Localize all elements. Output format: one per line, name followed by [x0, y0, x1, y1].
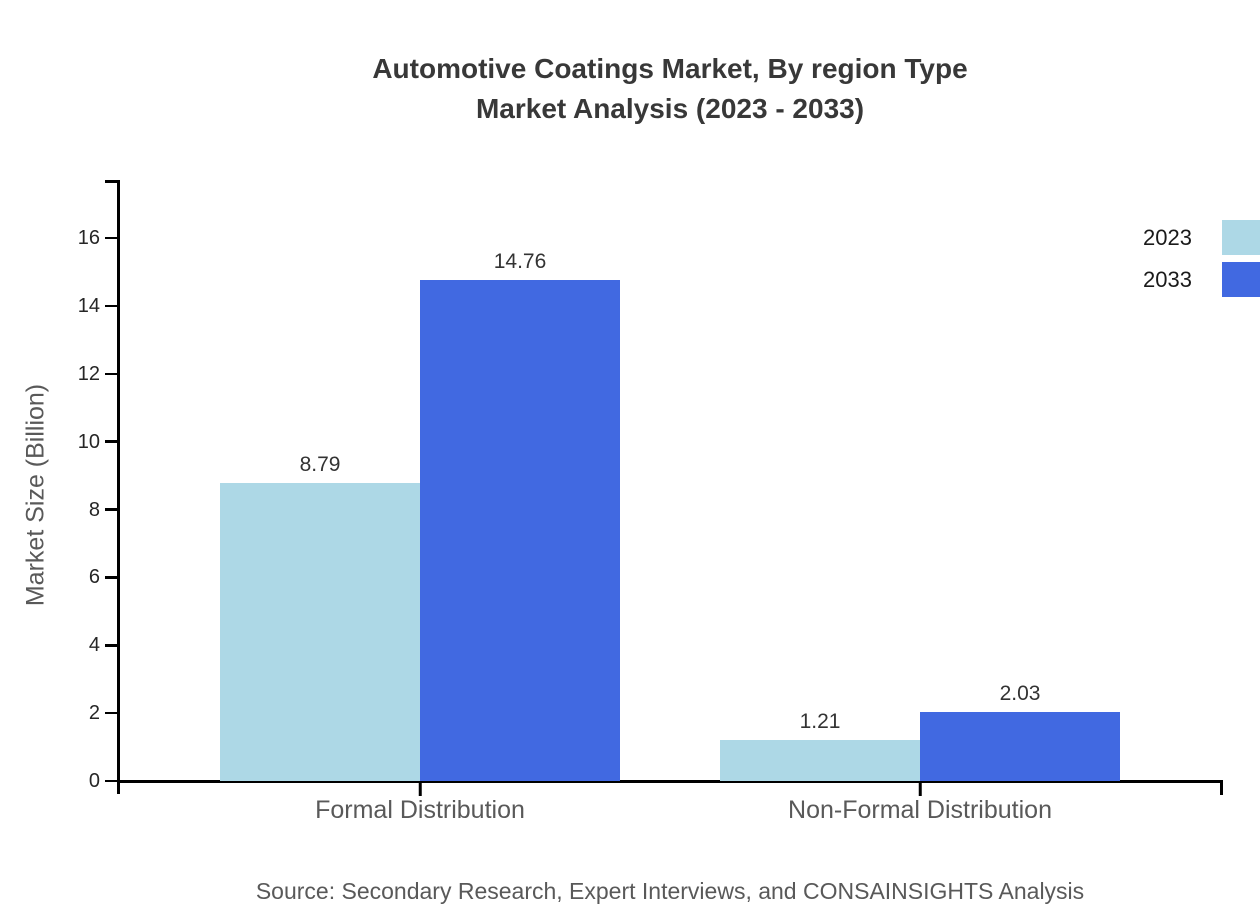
x-tick-line [418, 781, 422, 796]
bar-value-label: 2.03 [999, 682, 1041, 706]
legend-row-2033: 2033 [1143, 262, 1260, 297]
y-tick-line [105, 711, 118, 715]
bar-value-label: 14.76 [493, 250, 547, 274]
y-axis-line [117, 180, 120, 794]
bar-value-label: 8.79 [299, 452, 341, 476]
x-axis-end-cap [1220, 780, 1223, 795]
y-tick-label: 12 [77, 362, 100, 385]
legend-label-2023: 2023 [1143, 224, 1192, 250]
bar-2033-formal-distribution [420, 280, 620, 781]
x-axis-line [117, 780, 1223, 783]
legend-row-2023: 2023 [1143, 220, 1260, 255]
chart-title: Automotive Coatings Market, By region Ty… [118, 49, 1222, 129]
legend: 2023 2033 [1143, 220, 1260, 304]
chart-title-line2: Market Analysis (2023 - 2033) [475, 93, 865, 124]
y-tick-label: 6 [88, 566, 100, 589]
y-tick-label: 10 [77, 430, 100, 453]
y-tick-label: 2 [88, 702, 100, 725]
x-tick-line [918, 781, 922, 796]
legend-swatch-2023 [1222, 220, 1260, 255]
y-tick-label: 4 [88, 634, 100, 657]
y-tick-label: 14 [77, 294, 100, 317]
y-tick-line [105, 779, 118, 783]
legend-label-2033: 2033 [1143, 266, 1192, 292]
y-tick-line [105, 304, 118, 308]
bar-value-label: 1.21 [799, 709, 841, 733]
y-axis-end-cap [105, 180, 118, 183]
source-note: Source: Secondary Research, Expert Inter… [255, 878, 1085, 904]
chart-title-line1: Automotive Coatings Market, By region Ty… [372, 53, 968, 84]
y-tick-line [105, 508, 118, 511]
legend-swatch-2033 [1222, 262, 1260, 297]
y-tick-line [105, 236, 118, 240]
y-tick-line [105, 644, 118, 647]
x-category-label-non-formal-distribution: Non-Formal Distribution [788, 796, 1052, 824]
y-tick-label: 0 [88, 770, 100, 792]
bar-2023-formal-distribution [220, 482, 420, 781]
bar-2023-non-formal-distribution [720, 739, 920, 781]
y-tick-label: 8 [88, 498, 100, 521]
y-tick-line [105, 372, 118, 375]
bar-2033-non-formal-distribution [920, 712, 1120, 781]
x-category-label-formal-distribution: Formal Distribution [315, 796, 525, 824]
y-tick-line [105, 576, 118, 579]
y-tick-line [105, 440, 118, 443]
y-tick-label: 16 [77, 227, 100, 249]
